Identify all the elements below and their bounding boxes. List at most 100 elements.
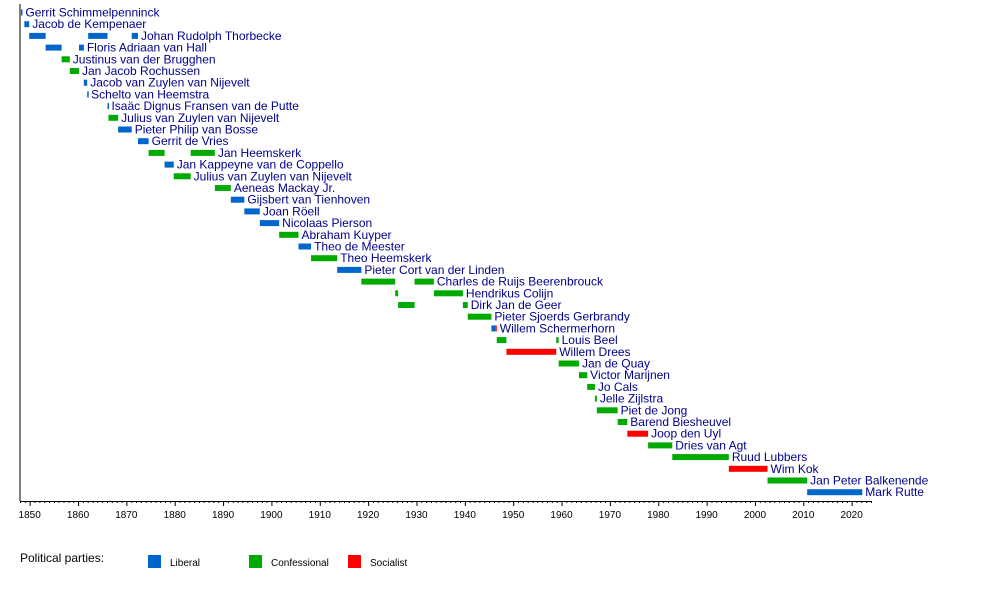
tick-label: 1880	[164, 510, 187, 521]
pm-name-label: Schelto van Heemstra	[91, 87, 209, 101]
pm-name-label: Victor Marijnen	[590, 368, 670, 382]
term-bar	[230, 196, 245, 203]
term-bar	[767, 477, 808, 484]
term-bar	[45, 44, 62, 51]
pm-name-label: Abraham Kuyper	[302, 228, 392, 242]
term-bar	[558, 360, 579, 367]
term-bar	[259, 220, 280, 227]
term-bar	[596, 407, 618, 414]
pm-name-label: Justinus van der Brugghen	[73, 52, 216, 66]
term-bar	[20, 9, 23, 16]
pm-name-label: Louis Beel	[562, 333, 618, 347]
tick-label: 1920	[357, 510, 380, 521]
term-bar	[118, 126, 132, 133]
term-bar	[587, 383, 595, 390]
term-bar	[131, 32, 138, 39]
term-bar	[491, 325, 496, 332]
pm-name-label: Willem Drees	[559, 345, 630, 359]
legend-swatch	[249, 555, 262, 568]
term-bar	[672, 454, 729, 461]
term-bar	[173, 173, 191, 180]
tick-label: 1940	[454, 510, 477, 521]
term-bar	[361, 278, 396, 285]
tick-label: 1850	[19, 510, 42, 521]
tick-label: 1930	[405, 510, 428, 521]
term-bar	[648, 442, 673, 449]
term-bar	[190, 149, 215, 156]
tick-label: 1890	[212, 510, 235, 521]
pm-name-label: Johan Rudolph Thorbecke	[141, 29, 282, 43]
pm-name-label: Willem Schermerhorn	[500, 321, 615, 335]
pm-name-label: Isaäc Dignus Fransen van de Putte	[111, 99, 299, 113]
pm-name-label: Gerrit Schimmelpenninck	[25, 6, 160, 20]
legend-title: Political parties:	[20, 551, 104, 565]
pm-name-label: Floris Adriaan van Hall	[87, 41, 207, 55]
term-bar	[395, 290, 399, 297]
legend: Political parties: Liberal Confessional So…	[20, 551, 407, 569]
tick-label: 2010	[792, 510, 815, 521]
pm-name-label: Barend Biesheuvel	[630, 415, 731, 429]
tick-label: 1860	[67, 510, 90, 521]
tick-label: 1980	[647, 510, 670, 521]
term-bar	[244, 208, 260, 215]
term-bar	[107, 103, 110, 110]
legend-label: Confessional	[271, 558, 329, 569]
term-bar	[807, 489, 863, 496]
term-bar	[148, 149, 165, 156]
pm-name-label: Theo Heemskerk	[340, 251, 432, 265]
pm-name-label: Dirk Jan de Geer	[471, 298, 562, 312]
tick-label: 1960	[550, 510, 573, 521]
term-bar	[69, 68, 79, 74]
tick-label: 1990	[695, 510, 718, 521]
pm-name-label: Dries van Agt	[675, 438, 747, 452]
pm-name-label: Ruud Lubbers	[732, 450, 807, 464]
legend-swatch	[348, 555, 361, 568]
tick-label: 1950	[502, 510, 525, 521]
pm-name-label: Pieter Sjoerds Gerbrandy	[494, 310, 629, 324]
pm-name-label: Jan Jacob Rochussen	[82, 64, 200, 78]
term-bar	[108, 114, 119, 121]
term-bar	[298, 243, 312, 250]
pm-name-label: Julius van Zuylen van Nijevelt	[121, 111, 280, 125]
pm-name-label: Piet de Jong	[621, 403, 688, 417]
term-bar	[87, 91, 89, 98]
tick-label: 2020	[841, 510, 864, 521]
pm-name-label: Pieter Philip van Bosse	[135, 123, 259, 137]
term-bar	[279, 231, 299, 238]
term-bar	[164, 161, 174, 168]
pm-name-label: Julius van Zuylen van Nijevelt	[194, 169, 353, 183]
pm-name-label: Jacob de Kempenaer	[32, 17, 146, 31]
pm-name-label: Joan Röell	[263, 204, 320, 218]
tick-label: 1870	[115, 510, 138, 521]
term-bar	[728, 465, 768, 472]
pm-name-label: Mark Rutte	[865, 485, 924, 499]
term-bar	[496, 337, 507, 344]
pm-name-label: Jo Cals	[598, 380, 638, 394]
pm-name-label: Hendrikus Colijn	[466, 286, 553, 300]
pm-name-label: Gerrit de Vries	[152, 134, 229, 148]
term-bar	[506, 348, 557, 355]
pm-name-label: Jan Peter Balkenende	[810, 474, 928, 488]
term-bar	[578, 372, 588, 379]
pm-name-label: Jelle Zijlstra	[600, 392, 664, 406]
term-bar	[414, 278, 434, 285]
term-bar	[83, 79, 88, 86]
term-bar	[594, 395, 597, 402]
term-bar	[311, 255, 338, 262]
term-bar	[78, 44, 84, 51]
term-bar	[24, 21, 30, 28]
term-bar	[433, 290, 463, 297]
term-bar	[462, 302, 468, 308]
pm-name-label: Charles de Ruijs Beerenbrouck	[437, 275, 604, 289]
tick-label: 1910	[309, 510, 332, 521]
pm-name-label: Jan Heemskerk	[218, 146, 302, 160]
pm-name-label: Jan Kappeyne van de Coppello	[177, 158, 344, 172]
pm-name-label: Gijsbert van Tienhoven	[247, 193, 370, 207]
timeline-bars	[20, 9, 863, 496]
pm-name-label: Nicolaas Pierson	[282, 216, 372, 230]
term-bar	[617, 419, 628, 425]
term-bar	[556, 337, 559, 344]
